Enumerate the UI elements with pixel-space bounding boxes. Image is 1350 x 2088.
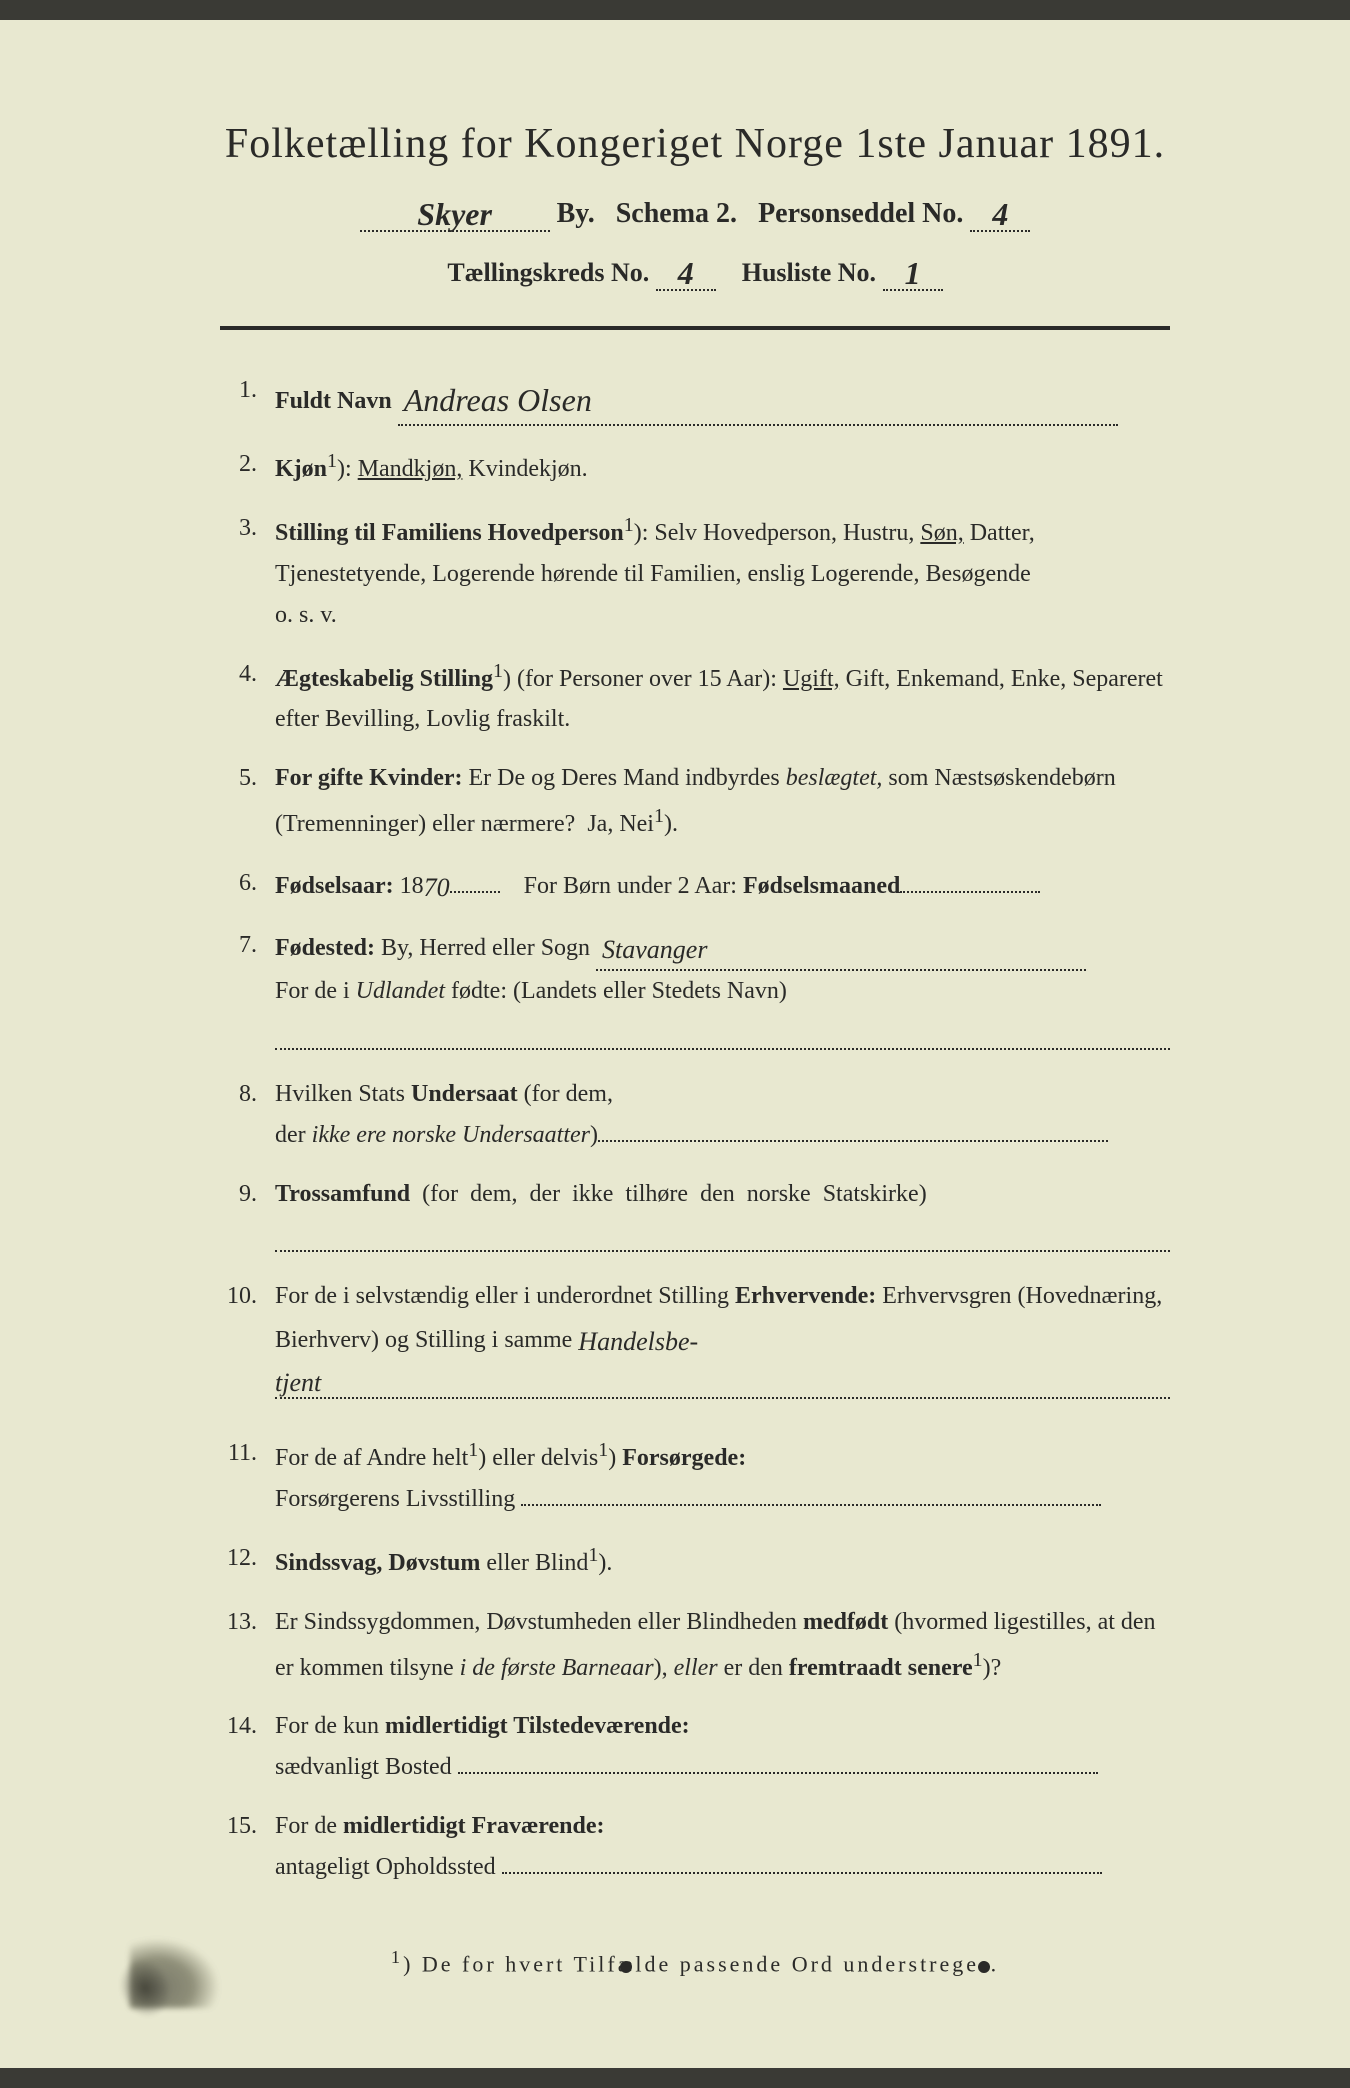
item-label: Kjøn <box>275 456 327 482</box>
item-text: For de af Andre helt1) eller delvis1) Fo… <box>275 1433 1170 1520</box>
name-field: Andreas Olsen <box>398 370 1118 426</box>
form-body: 1. Fuldt Navn Andreas Olsen 2. Kjøn1): M… <box>180 370 1210 1887</box>
kreds-label: Tællingskreds No. <box>447 258 649 287</box>
item-num: 9. <box>220 1174 275 1259</box>
item-text: Fuldt Navn Andreas Olsen <box>275 370 1170 426</box>
item-1: 1. Fuldt Navn Andreas Olsen <box>220 370 1170 426</box>
husliste-no-hw: 1 <box>905 255 921 291</box>
item-label: Forsørgede: <box>622 1445 746 1471</box>
item-label: Trossamfund <box>275 1181 410 1207</box>
item-text: For gifte Kvinder: Er De og Deres Mand i… <box>275 758 1170 845</box>
tail: o. s. v. <box>275 602 337 628</box>
item-text: For de midlertidigt Fraværende: antageli… <box>275 1806 1170 1888</box>
item-text: Trossamfund (for dem, der ikke tilhøre d… <box>275 1174 1170 1259</box>
item-text: Kjøn1): Mandkjøn, Kvindekjøn. <box>275 444 1170 490</box>
item-12: 12. Sindssvag, Døvstum eller Blind1). <box>220 1538 1170 1584</box>
underlined-option: Mandkjøn, <box>358 456 463 482</box>
kreds-no-hw: 4 <box>678 255 694 291</box>
cont-line <box>275 1026 1170 1050</box>
item-label: Fødselsaar: <box>275 873 394 899</box>
item-text: Stilling til Familiens Hovedperson1): Se… <box>275 508 1170 635</box>
year-hw: 70 <box>424 873 450 902</box>
item-10: 10. For de i selvstændig eller i underor… <box>220 1276 1170 1405</box>
punch-mark <box>620 1961 632 1973</box>
item-num: 14. <box>220 1706 275 1788</box>
item-6: 6. Fødselsaar: 1870 For Børn under 2 Aar… <box>220 863 1170 907</box>
item-label: Erhvervende: <box>735 1283 876 1309</box>
item-13: 13. Er Sindssygdommen, Døvstumheden elle… <box>220 1602 1170 1689</box>
item-num: 1. <box>220 370 275 426</box>
item-num: 8. <box>220 1074 275 1156</box>
item-14: 14. For de kun midlertidigt Tilstedevære… <box>220 1706 1170 1788</box>
city-field: Skyer <box>360 193 550 232</box>
item-text: Fødested: By, Herred eller Sogn Stavange… <box>275 925 1170 1056</box>
header-line-2: Skyer By. Schema 2. Personseddel No. 4 <box>180 193 1210 232</box>
item-label: Sindssvag, Døvstum <box>275 1550 480 1576</box>
punch-mark <box>978 1961 990 1973</box>
item-5: 5. For gifte Kvinder: Er De og Deres Man… <box>220 758 1170 845</box>
item-text: Er Sindssygdommen, Døvstumheden eller Bl… <box>275 1602 1170 1689</box>
birthplace-field: Stavanger <box>596 925 1086 971</box>
item-num: 12. <box>220 1538 275 1584</box>
header-divider <box>220 326 1170 330</box>
item-label: midlertidigt Fraværende: <box>343 1813 605 1839</box>
footnote: 1) De for hvert Tilfælde passende Ord un… <box>180 1947 1210 1977</box>
item-7: 7. Fødested: By, Herred eller Sogn Stava… <box>220 925 1170 1056</box>
person-no-field: 4 <box>970 193 1030 232</box>
item-num: 6. <box>220 863 275 907</box>
underlined-option: Ugift, <box>783 666 840 692</box>
item-text: Sindssvag, Døvstum eller Blind1). <box>275 1538 1170 1584</box>
item-num: 7. <box>220 925 275 1056</box>
item-label: Ægteskabelig Stilling <box>275 666 493 692</box>
item-text: Ægteskabelig Stilling1) (for Personer ov… <box>275 654 1170 741</box>
item-num: 5. <box>220 758 275 845</box>
item-text: Hvilken Stats Undersaat (for dem, der ik… <box>275 1074 1170 1156</box>
underlined-option: Søn, <box>920 520 963 546</box>
item-8: 8. Hvilken Stats Undersaat (for dem, der… <box>220 1074 1170 1156</box>
item-num: 13. <box>220 1602 275 1689</box>
occupation-hw: Handelsbe- <box>578 1327 698 1356</box>
cont-line: tjent <box>275 1375 1170 1399</box>
husliste-label: Husliste No. <box>742 258 876 287</box>
item-text: For de i selvstændig eller i underordnet… <box>275 1276 1170 1405</box>
birthplace-hw: Stavanger <box>602 935 707 964</box>
occupation-hw2: tjent <box>275 1361 321 1405</box>
item-num: 3. <box>220 508 275 635</box>
item-3: 3. Stilling til Familiens Hovedperson1):… <box>220 508 1170 635</box>
item-text: Fødselsaar: 1870 For Børn under 2 Aar: F… <box>275 863 1170 907</box>
schema-label: Schema 2. <box>616 198 737 229</box>
kreds-no-field: 4 <box>656 252 716 291</box>
item-11: 11. For de af Andre helt1) eller delvis1… <box>220 1433 1170 1520</box>
item-15: 15. For de midlertidigt Fraværende: anta… <box>220 1806 1170 1888</box>
person-no-hw: 4 <box>992 196 1008 232</box>
item-num: 4. <box>220 654 275 741</box>
item-num: 2. <box>220 444 275 490</box>
item-label: Fødested: <box>275 935 375 961</box>
item-9: 9. Trossamfund (for dem, der ikke tilhør… <box>220 1174 1170 1259</box>
item-4: 4. Ægteskabelig Stilling1) (for Personer… <box>220 654 1170 741</box>
item-label: Fuldt Navn <box>275 388 392 414</box>
item-2: 2. Kjøn1): Mandkjøn, Kvindekjøn. <box>220 444 1170 490</box>
sup: 1 <box>327 450 337 472</box>
name-hw: Andreas Olsen <box>404 382 592 418</box>
item-label: midlertidigt Tilstedeværende: <box>385 1713 690 1739</box>
item-label: For gifte Kvinder: <box>275 765 463 791</box>
item-text: For de kun midlertidigt Tilstedeværende:… <box>275 1706 1170 1788</box>
page-title: Folketælling for Kongeriget Norge 1ste J… <box>180 120 1210 168</box>
by-label: By. <box>557 198 595 229</box>
city-handwriting: Skyer <box>417 196 492 232</box>
census-form-page: Folketælling for Kongeriget Norge 1ste J… <box>0 20 1350 2068</box>
item-num: 10. <box>220 1276 275 1405</box>
item-num: 11. <box>220 1433 275 1520</box>
item-num: 15. <box>220 1806 275 1888</box>
header-line-3: Tællingskreds No. 4 Husliste No. 1 <box>180 252 1210 291</box>
person-label: Personseddel No. <box>758 198 963 229</box>
husliste-no-field: 1 <box>883 252 943 291</box>
item-label: Stilling til Familiens Hovedperson <box>275 520 624 546</box>
cont-line <box>275 1228 1170 1252</box>
